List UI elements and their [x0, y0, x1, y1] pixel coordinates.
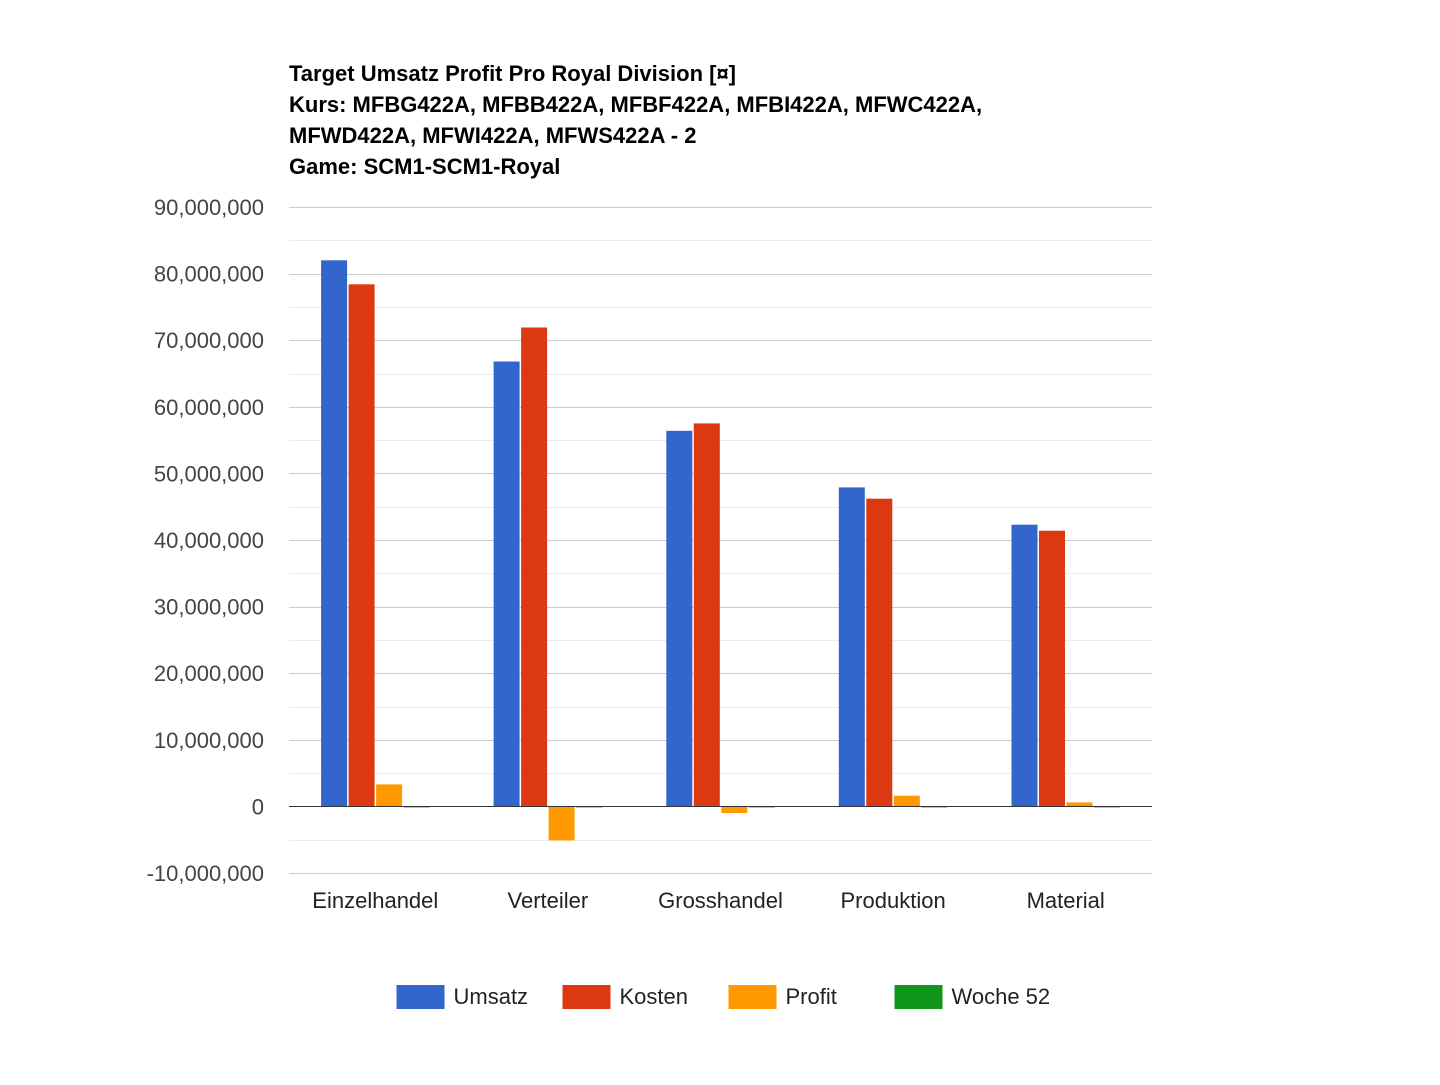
y-tick-label: 30,000,000	[154, 595, 264, 620]
y-tick-label: -10,000,000	[147, 861, 264, 886]
legend-swatch	[894, 985, 943, 1009]
bar-kosten-einzelhandel	[348, 284, 375, 807]
legend-swatch	[728, 985, 777, 1009]
bar-umsatz-produktion	[838, 487, 865, 807]
bar-umsatz-material	[1011, 524, 1038, 807]
bar-profit-einzelhandel	[376, 784, 403, 807]
y-tick-label: 70,000,000	[154, 328, 264, 353]
bar-umsatz-grosshandel	[666, 430, 693, 807]
x-category-label: Produktion	[841, 888, 946, 913]
y-tick-label: 50,000,000	[154, 461, 264, 486]
bar-umsatz-einzelhandel	[321, 260, 348, 807]
legend-item-woche-52: Woche 52	[894, 984, 1051, 1009]
chart-title-line: Target Umsatz Profit Pro Royal Division …	[289, 61, 736, 86]
legend-label: Woche 52	[952, 984, 1051, 1009]
y-axis-ticks: 90,000,000 80,000,000 70,000,000 60,000,000…	[147, 195, 264, 886]
legend-item-kosten: Kosten	[562, 984, 689, 1009]
bar-profit-material	[1066, 802, 1093, 807]
chart-title-line: Game: SCM1-SCM1-Royal	[289, 154, 560, 179]
gridlines	[289, 207, 1152, 874]
x-category-label: Material	[1027, 888, 1105, 913]
y-tick-label: 60,000,000	[154, 395, 264, 420]
bar-kosten-verteiler	[521, 327, 548, 807]
legend-label: Profit	[786, 984, 837, 1009]
bar-kosten-material	[1039, 530, 1065, 807]
y-tick-label: 10,000,000	[154, 728, 264, 753]
legend-item-umsatz: Umsatz	[396, 984, 529, 1009]
legend-label: Umsatz	[454, 984, 529, 1009]
y-tick-label: 90,000,000	[154, 195, 264, 220]
legend-label: Kosten	[620, 984, 689, 1009]
x-category-label: Einzelhandel	[312, 888, 438, 913]
legend-item-profit: Profit	[728, 984, 837, 1009]
chart-title-line: MFWD422A, MFWI422A, MFWS422A - 2	[289, 123, 696, 148]
y-tick-label: 80,000,000	[154, 262, 264, 287]
y-tick-label: 0	[252, 794, 264, 819]
x-category-label: Grosshandel	[658, 888, 783, 913]
legend-swatch	[396, 985, 445, 1009]
legend-swatch	[562, 985, 611, 1009]
chart-title-line: Kurs: MFBG422A, MFBB422A, MFBF422A, MFBI…	[289, 92, 982, 117]
x-axis-categories: Einzelhandel Verteiler Grosshandel Produkti…	[312, 888, 1105, 913]
bar-kosten-produktion	[866, 498, 893, 807]
y-tick-label: 20,000,000	[154, 661, 264, 686]
bar-profit-produktion	[893, 795, 920, 807]
legend: Umsatz Kosten Profit Woche 52	[396, 984, 1051, 1009]
bars	[321, 260, 1120, 841]
bar-profit-verteiler	[548, 806, 575, 841]
bar-kosten-grosshandel	[693, 423, 720, 807]
bar-profit-grosshandel	[721, 806, 748, 814]
y-tick-label: 40,000,000	[154, 528, 264, 553]
chart-title: Target Umsatz Profit Pro Royal Division …	[289, 61, 982, 179]
x-category-label: Verteiler	[508, 888, 589, 913]
bar-umsatz-verteiler	[493, 361, 520, 807]
